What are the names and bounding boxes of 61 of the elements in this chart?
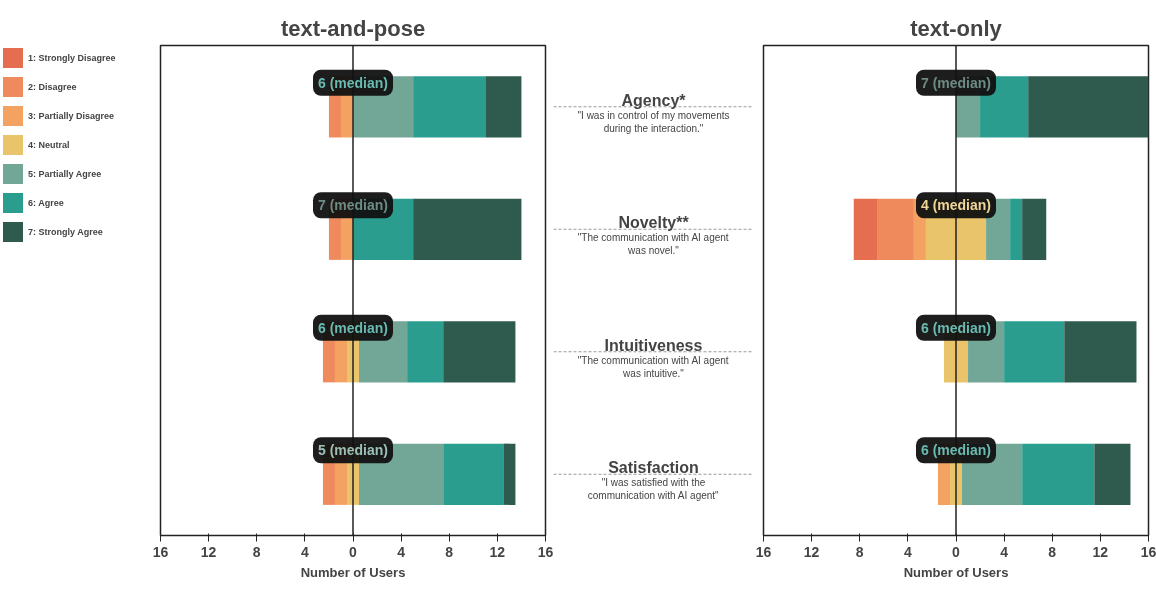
x-tick-label: 8 [252, 543, 261, 560]
bar [443, 443, 504, 505]
text: "I was in control of my movements during the interaction." [577, 109, 730, 134]
bar [485, 76, 522, 138]
x-tick-label: 0 [349, 543, 358, 560]
annotation: 7 (median) [920, 74, 992, 91]
text: "The communication with AI agent was novel." [577, 232, 729, 257]
y-tick-label: Novelty** [618, 214, 690, 232]
bar [1010, 198, 1023, 260]
bar [413, 198, 522, 260]
x-axis-title: Number of Users [300, 564, 406, 580]
legend-label: 7: Strongly Agree [28, 226, 103, 237]
annotation: 7 (median) [317, 197, 389, 214]
x-tick-label: 4 [300, 543, 309, 560]
annotation: 4 (median) [920, 197, 992, 214]
bar [443, 321, 516, 383]
bar [1064, 321, 1137, 383]
bar [1022, 443, 1095, 505]
x-tick-label: 4 [1000, 543, 1009, 560]
annotation: 5 (median) [317, 442, 389, 459]
legend-label: 6: Agree [28, 197, 64, 208]
legend-label: 3: Partially Disagree [28, 110, 115, 121]
x-tick-label: 4 [903, 543, 912, 560]
x-tick-label: 12 [200, 543, 217, 560]
annotation: 6 (median) [920, 319, 992, 336]
y-tick-label: Intuitiveness [604, 336, 703, 354]
bar [1004, 321, 1065, 383]
bar [1094, 443, 1131, 505]
x-tick-label: 8 [445, 543, 454, 560]
annotation: 6 (median) [317, 319, 389, 336]
bar [1022, 198, 1047, 260]
y-tick-label: Agency* [621, 91, 687, 109]
bar [413, 76, 486, 138]
x-tick-label: 16 [755, 543, 772, 560]
x-tick-label: 0 [952, 543, 961, 560]
x-tick-label: 16 [152, 543, 169, 560]
y-tick-label: Satisfaction [608, 459, 699, 477]
x-tick-label: 8 [855, 543, 864, 560]
legend-label: 4: Neutral [28, 139, 70, 150]
x-tick-label: 8 [1048, 543, 1057, 560]
chart-title: text-and-pose [280, 15, 426, 41]
x-tick-label: 12 [803, 543, 820, 560]
annotation: 6 (median) [920, 442, 992, 459]
text: "I was satisfied with the communication with AI agent" [587, 477, 720, 502]
bar [407, 321, 444, 383]
bar [877, 198, 914, 260]
bar [503, 443, 516, 505]
text: "The communication with AI agent was intuitive." [577, 354, 729, 379]
x-tick-label: 4 [397, 543, 406, 560]
bar [1028, 76, 1149, 138]
bar [853, 198, 878, 260]
chart-title: text-only [910, 15, 1003, 41]
x-tick-label: 16 [1140, 543, 1156, 560]
x-tick-label: 12 [489, 543, 506, 560]
x-tick-label: 16 [537, 543, 554, 560]
annotation: 6 (median) [317, 74, 389, 91]
x-tick-label: 12 [1092, 543, 1109, 560]
legend-label: 1: Strongly Disagree [28, 52, 116, 63]
legend-label: 5: Partially Agree [28, 168, 102, 179]
x-axis-title: Number of Users [903, 564, 1009, 580]
legend-label: 2: Disagree [28, 81, 77, 92]
